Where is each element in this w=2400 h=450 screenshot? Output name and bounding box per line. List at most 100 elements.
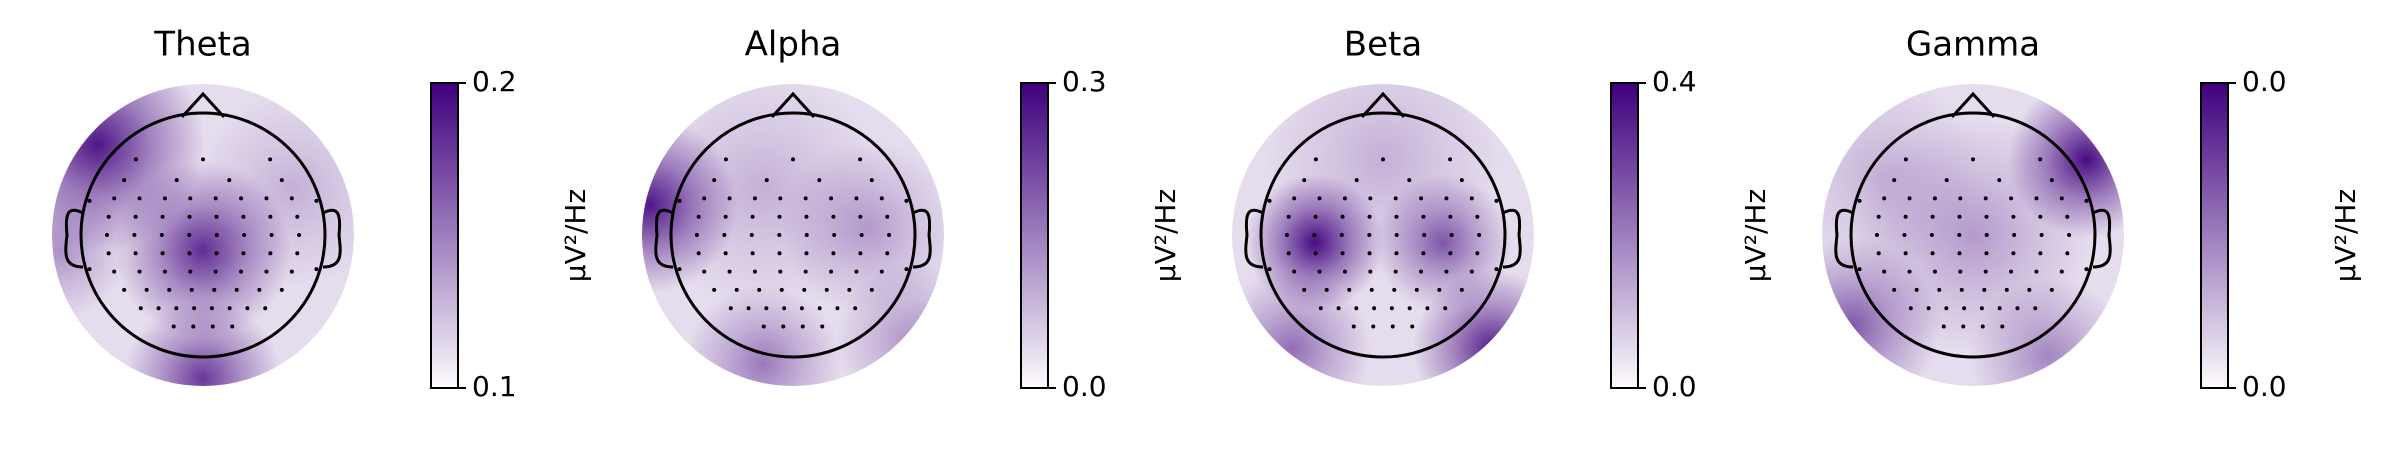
head-outline [79, 111, 327, 359]
sensor [779, 287, 784, 292]
sensor [1317, 196, 1322, 201]
sensor [133, 251, 138, 256]
sensor [1957, 251, 1962, 256]
sensor [1414, 287, 1419, 292]
sensor [1930, 214, 1935, 219]
colorbar-tick-label: 0.0 [2242, 65, 2287, 98]
sensor [1354, 306, 1359, 311]
sensor [1313, 157, 1318, 162]
sensor [1929, 233, 1934, 237]
sensor [1958, 196, 1963, 201]
sensor [1419, 269, 1424, 274]
sensor [1944, 306, 1949, 311]
colorbar-tick-label: 0.1 [472, 370, 517, 403]
sensor [1469, 196, 1474, 201]
sensor [800, 324, 805, 329]
sensor [1907, 269, 1912, 274]
sensor [1313, 251, 1318, 256]
heat-blob [835, 262, 944, 386]
panel-title: Gamma [1906, 25, 2040, 65]
head-outline [1259, 111, 1507, 359]
sensor [778, 196, 783, 201]
sensor [1982, 287, 1987, 292]
colorbar-label: μV²/Hz [559, 189, 592, 282]
sensor [1979, 306, 1984, 311]
sensor [156, 306, 161, 311]
sensor [1342, 269, 1347, 274]
sensor [1494, 198, 1499, 203]
sensor [212, 287, 217, 292]
sensor [160, 251, 165, 256]
sensor [1371, 324, 1376, 329]
sensor [2084, 198, 2089, 203]
sensor [802, 287, 807, 292]
sensor [189, 287, 194, 292]
heat-blob [1822, 84, 1981, 273]
topomap-panel: Theta 0.1 0.2 μV²/Hz [52, 25, 592, 403]
sensor [854, 269, 859, 274]
sensor [887, 233, 892, 237]
nose [1360, 91, 1406, 119]
sensor [2059, 196, 2064, 201]
sensor [2034, 269, 2039, 274]
sensor [1444, 196, 1449, 201]
sensor [778, 269, 783, 274]
sensor [847, 287, 852, 292]
sensor [1267, 267, 1272, 272]
sensor [1368, 269, 1373, 274]
sensor [1957, 214, 1962, 219]
sensor [188, 269, 193, 274]
sensor [1494, 267, 1499, 272]
heat-blob [52, 181, 129, 319]
sensor [723, 157, 728, 162]
heat-map [52, 84, 354, 386]
sensor [1367, 214, 1372, 219]
sensor [1267, 198, 1272, 203]
sensor [1347, 287, 1352, 292]
sensor [192, 306, 197, 311]
heat-blob [195, 91, 354, 288]
sensor [858, 214, 863, 219]
sensor [2084, 267, 2089, 272]
sensor [761, 324, 766, 329]
sensor [1997, 306, 2002, 311]
sensor [213, 269, 218, 274]
ear [1834, 208, 1854, 269]
sensor [885, 214, 890, 219]
colorbar-label: μV²/Hz [2329, 189, 2362, 282]
sensor [1475, 214, 1480, 219]
sensor [227, 178, 232, 183]
sensor [1459, 287, 1464, 292]
sensor [1425, 306, 1430, 311]
colorbar [1610, 82, 1639, 389]
sensor [1902, 233, 1907, 237]
sensor [727, 269, 732, 274]
sensor [2039, 233, 2044, 237]
sensor [2015, 306, 2020, 311]
sensor [677, 267, 682, 272]
colorbar-label: μV²/Hz [1149, 189, 1182, 282]
sensor [1339, 233, 1344, 237]
sensor [1367, 251, 1372, 256]
sensor [314, 198, 319, 203]
colorbar-label: μV²/Hz [1739, 189, 1772, 282]
sensor [112, 196, 117, 201]
sensor [750, 214, 755, 219]
heat-map [642, 84, 944, 386]
sensor [242, 233, 247, 237]
sensor [289, 196, 294, 201]
sensor [1958, 269, 1963, 274]
sensor [2038, 251, 2043, 256]
sensor [245, 306, 250, 311]
sensor [187, 251, 192, 256]
sensor [764, 178, 769, 183]
sensor [677, 198, 682, 203]
sensor [1997, 178, 2002, 183]
sensor [295, 251, 300, 256]
colorbar-tick-label: 0.4 [1652, 65, 1697, 98]
sensor [227, 306, 232, 311]
sensor [1381, 157, 1385, 162]
sensor [782, 306, 787, 311]
heat-blob [645, 84, 881, 308]
sensor [1394, 233, 1399, 237]
